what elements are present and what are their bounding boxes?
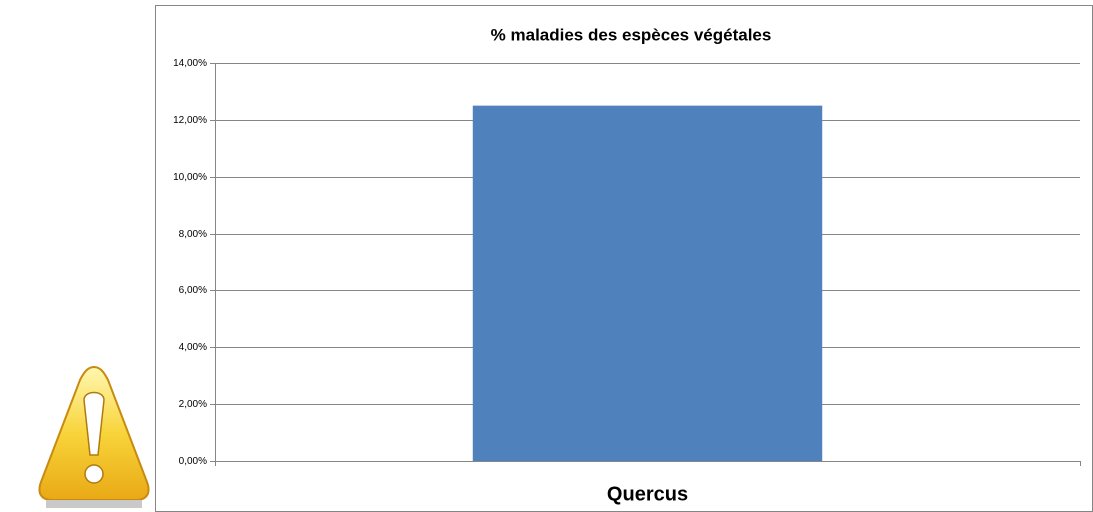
bar bbox=[472, 105, 823, 462]
y-tick-label: 4,00% bbox=[179, 342, 207, 353]
y-tick-label: 14,00% bbox=[173, 58, 207, 69]
y-tick-label: 0,00% bbox=[179, 456, 207, 467]
x-tick-label: Quercus bbox=[607, 483, 688, 505]
y-tick-label: 12,00% bbox=[173, 115, 207, 126]
y-tick-label: 2,00% bbox=[179, 399, 207, 410]
chart-title: % maladies des espèces végétales bbox=[491, 25, 772, 44]
warning-icon bbox=[38, 365, 150, 508]
y-tick-label: 8,00% bbox=[179, 229, 207, 240]
y-tick-label: 6,00% bbox=[179, 285, 207, 296]
y-tick-label: 10,00% bbox=[173, 172, 207, 183]
